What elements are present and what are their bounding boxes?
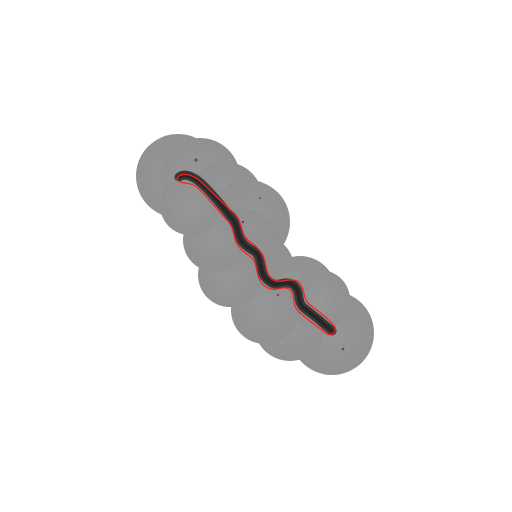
worm-core (177, 173, 334, 333)
segmentation-outline (176, 173, 336, 336)
specks (194, 158, 345, 351)
